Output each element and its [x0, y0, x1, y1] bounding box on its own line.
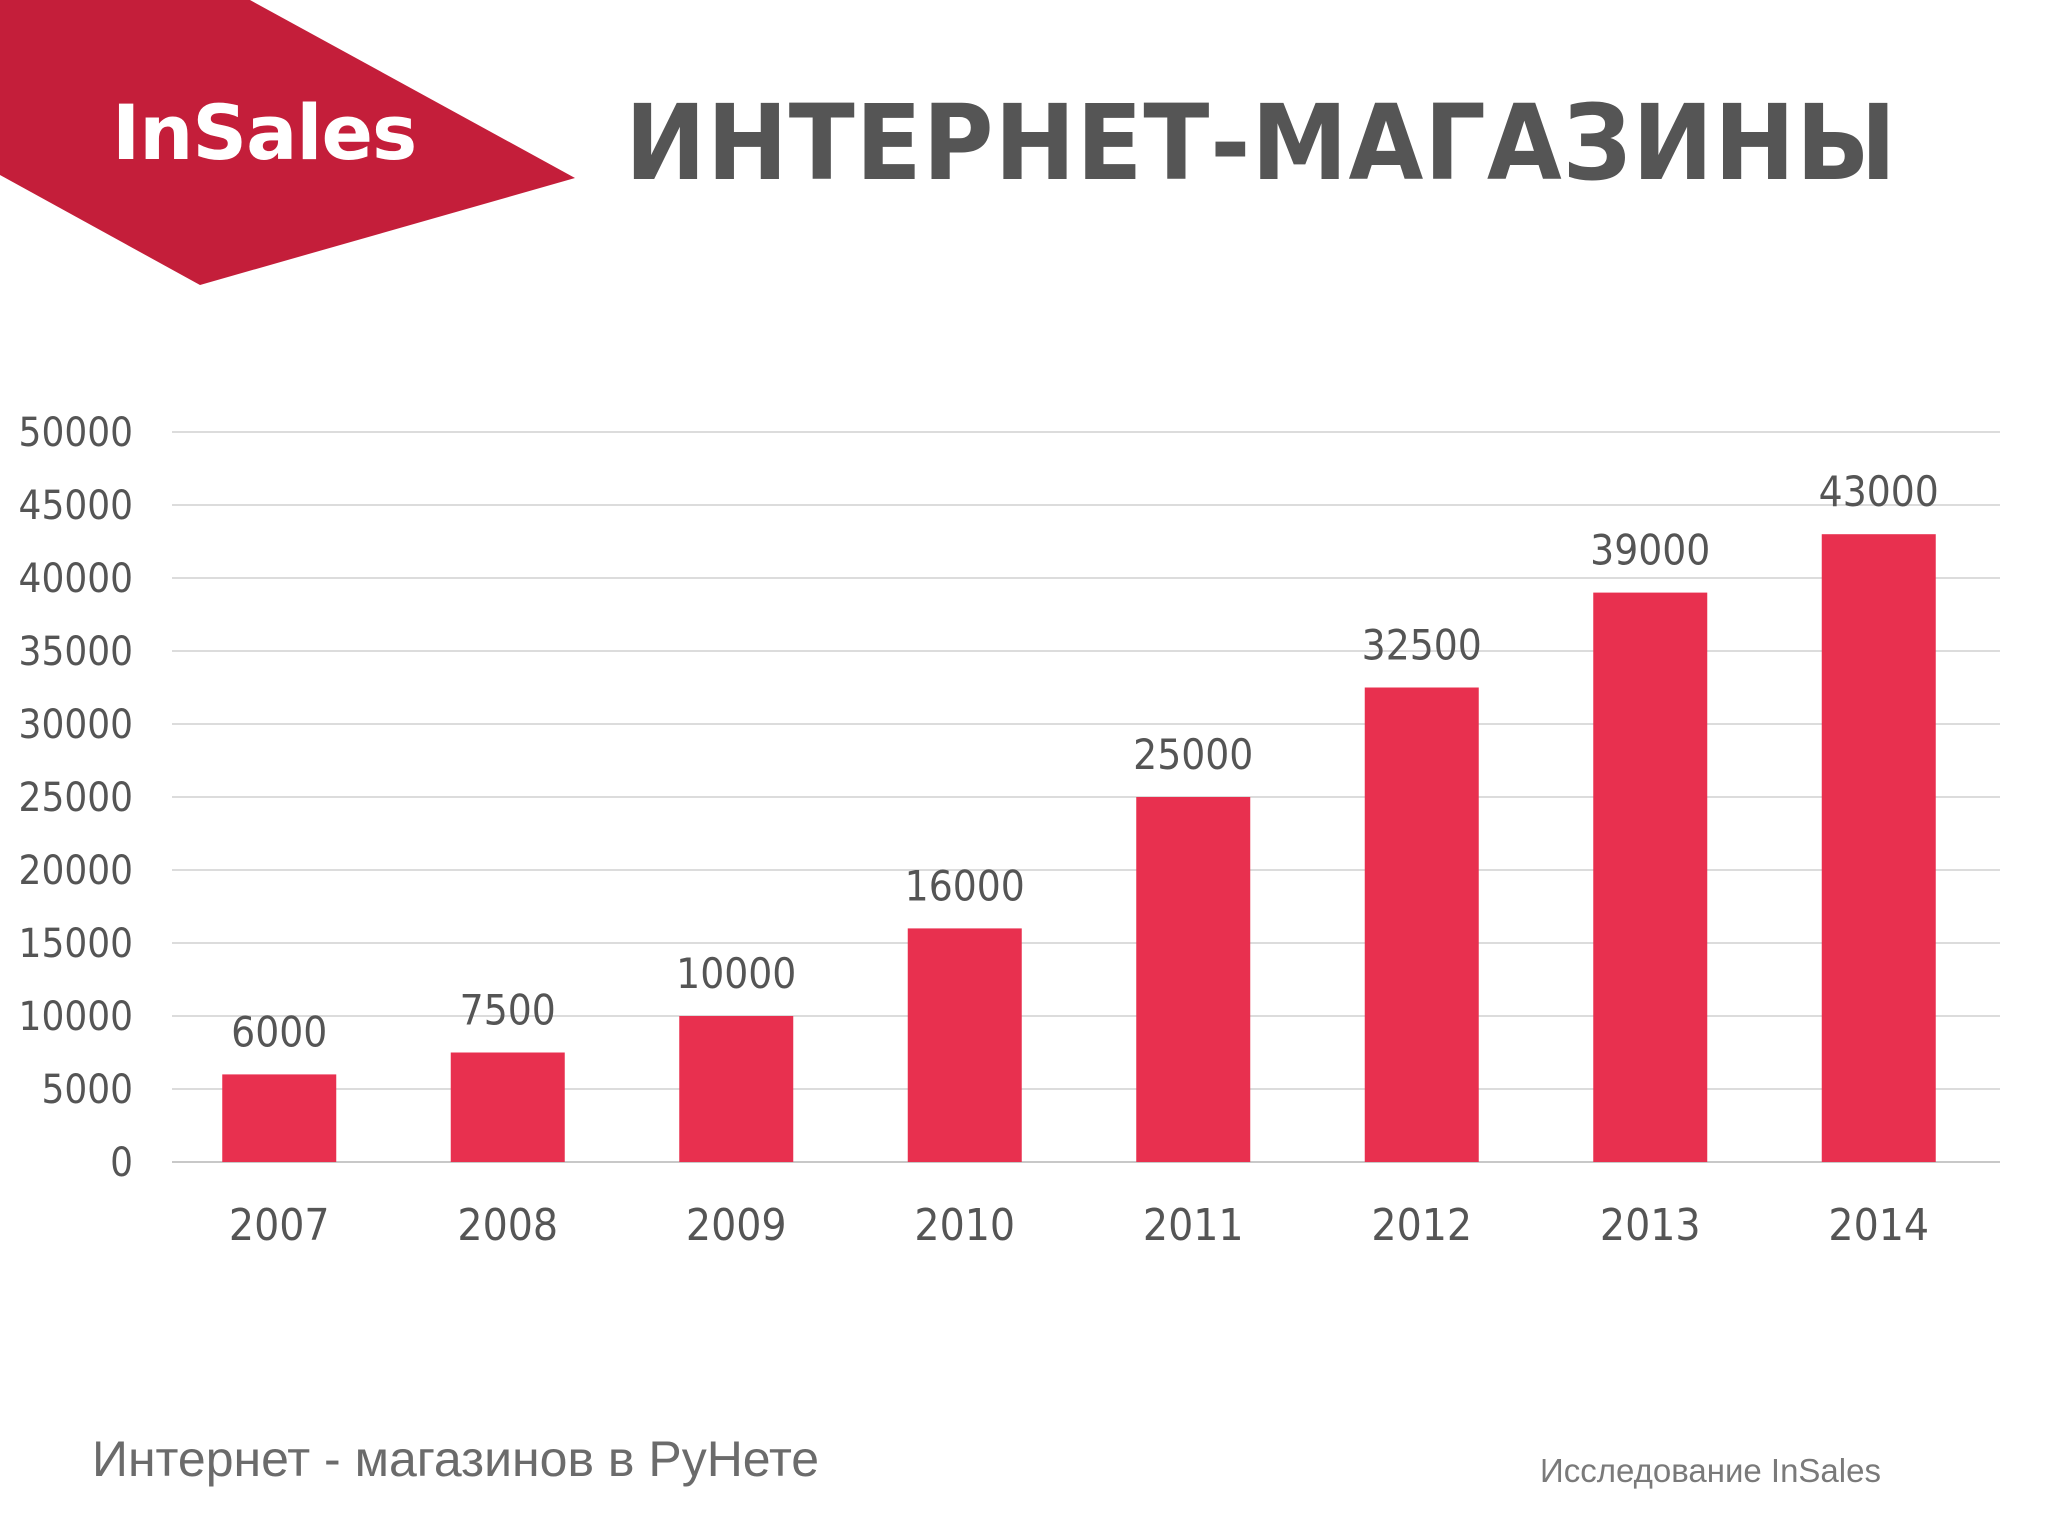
- y-tick-label: 30000: [19, 702, 133, 748]
- x-category-label: 2011: [1143, 1200, 1244, 1251]
- source-note: Исследование InSales: [1540, 1452, 1881, 1489]
- y-tick-label: 40000: [19, 556, 133, 602]
- x-category-label: 2013: [1600, 1200, 1701, 1251]
- data-label: 25000: [1133, 730, 1253, 779]
- y-tick-label: 50000: [19, 410, 133, 456]
- chart-caption: Интернет - магазинов в РуНете: [92, 1431, 820, 1487]
- data-label: 32500: [1362, 621, 1482, 670]
- data-label: 10000: [676, 949, 796, 998]
- x-category-label: 2007: [229, 1200, 330, 1251]
- page-title: ИНТЕРНЕТ-МАГАЗИНЫ: [625, 82, 1898, 204]
- y-tick-label: 10000: [19, 994, 133, 1040]
- data-label: 39000: [1590, 526, 1710, 575]
- x-category-label: 2014: [1828, 1200, 1929, 1251]
- y-tick-label: 5000: [41, 1067, 133, 1113]
- y-tick-label: 0: [110, 1140, 133, 1186]
- bar: [907, 928, 1022, 1162]
- bar: [1136, 797, 1251, 1162]
- bar: [222, 1074, 337, 1162]
- x-category-label: 2012: [1371, 1200, 1472, 1251]
- bar: [1821, 534, 1936, 1162]
- y-tick-label: 15000: [19, 921, 133, 967]
- bar: [450, 1052, 565, 1162]
- y-tick-label: 45000: [19, 483, 133, 529]
- x-category-label: 2010: [914, 1200, 1015, 1251]
- bar: [1593, 592, 1708, 1162]
- bar: [1364, 687, 1479, 1162]
- data-label: 6000: [231, 1007, 327, 1056]
- data-label: 16000: [905, 861, 1025, 910]
- bar-chart: 0 5000 10000 15000 20000 25000 30000 35000 40000…: [19, 410, 2000, 1251]
- data-label: 7500: [460, 986, 556, 1035]
- brand-banner-shape: [0, 0, 575, 285]
- data-label: 43000: [1819, 467, 1939, 516]
- insales-logo: InSales: [112, 88, 417, 177]
- y-tick-label: 25000: [19, 775, 133, 821]
- x-category-label: 2009: [686, 1200, 787, 1251]
- x-category-label: 2008: [457, 1200, 558, 1251]
- y-tick-label: 35000: [19, 629, 133, 675]
- y-tick-label: 20000: [19, 848, 133, 894]
- bar: [679, 1016, 794, 1162]
